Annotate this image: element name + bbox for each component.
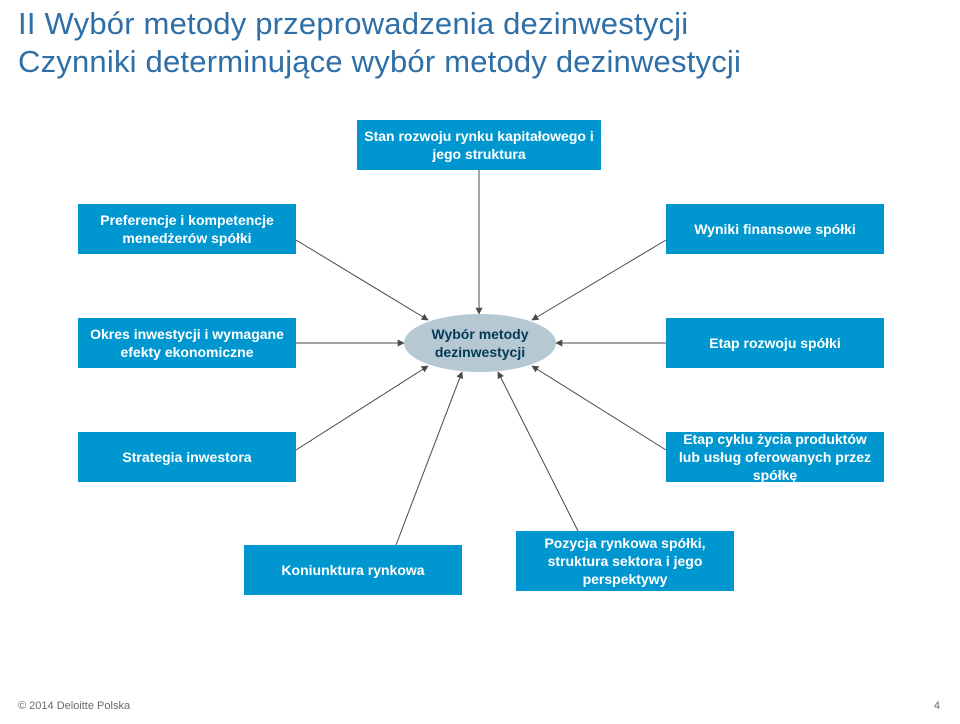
node-wyniki: Wyniki finansowe spółki [666, 204, 884, 254]
node-stan: Stan rozwoju rynku kapitałowego i jego s… [357, 120, 601, 170]
node-strat: Strategia inwestora [78, 432, 296, 482]
page-number: 4 [934, 700, 940, 712]
page-title-line-1: II Wybór metody przeprowadzenia dezinwes… [18, 6, 688, 42]
node-pref: Preferencje i kompetencje menedżerów spó… [78, 204, 296, 254]
node-etapr: Etap rozwoju spółki [666, 318, 884, 368]
footer-copyright: © 2014 Deloitte Polska [18, 700, 130, 712]
page: II Wybór metody przeprowadzenia dezinwes… [0, 0, 960, 724]
node-etapc: Etap cyklu życia produktów lub usług ofe… [666, 432, 884, 482]
node-poz: Pozycja rynkowa spółki, struktura sektor… [516, 531, 734, 591]
node-okres: Okres inwestycji i wymagane efekty ekono… [78, 318, 296, 368]
node-center: Wybór metody dezinwestycji [404, 314, 556, 372]
node-kon: Koniunktura rynkowa [244, 545, 462, 595]
page-title-line-2: Czynniki determinujące wybór metody dezi… [18, 44, 741, 80]
